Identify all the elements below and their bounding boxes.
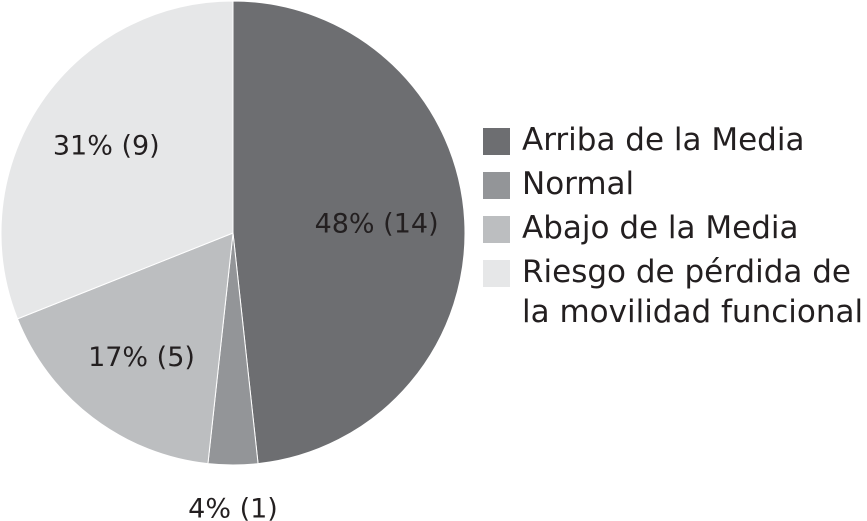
- pie-slice-2: [16, 232, 234, 465]
- legend-item-arriba: Arriba de la Media: [483, 120, 867, 160]
- legend-swatch-normal: [483, 172, 510, 199]
- legend-swatch-abajo: [483, 216, 510, 243]
- legend: Arriba de la Media Normal Abajo de la Me…: [483, 120, 867, 336]
- legend-swatch-riesgo: [483, 260, 510, 287]
- legend-swatch-arriba: [483, 128, 510, 155]
- pie-label-0: 48% (14): [315, 209, 439, 240]
- pie-slice-0: [232, 0, 466, 465]
- pie-label-1: 4% (1): [188, 494, 278, 521]
- legend-item-abajo: Abajo de la Media: [483, 208, 867, 248]
- legend-item-riesgo: Riesgo de pérdida de la movilidad funcio…: [483, 252, 867, 332]
- pie-label-3: 31% (9): [53, 131, 160, 162]
- legend-label-arriba: Arriba de la Media: [522, 122, 805, 158]
- legend-label-abajo: Abajo de la Media: [522, 210, 799, 246]
- pie-slice-3: [0, 0, 234, 320]
- pie-labels: 48% (14) 4% (1) 17% (5) 31% (9): [53, 131, 439, 521]
- pie-label-2: 17% (5): [88, 342, 195, 373]
- legend-label-riesgo: Riesgo de pérdida de la movilidad funcio…: [522, 254, 864, 330]
- legend-item-normal: Normal: [483, 164, 867, 204]
- legend-label-normal: Normal: [522, 166, 635, 202]
- pie-slices: [0, 0, 466, 466]
